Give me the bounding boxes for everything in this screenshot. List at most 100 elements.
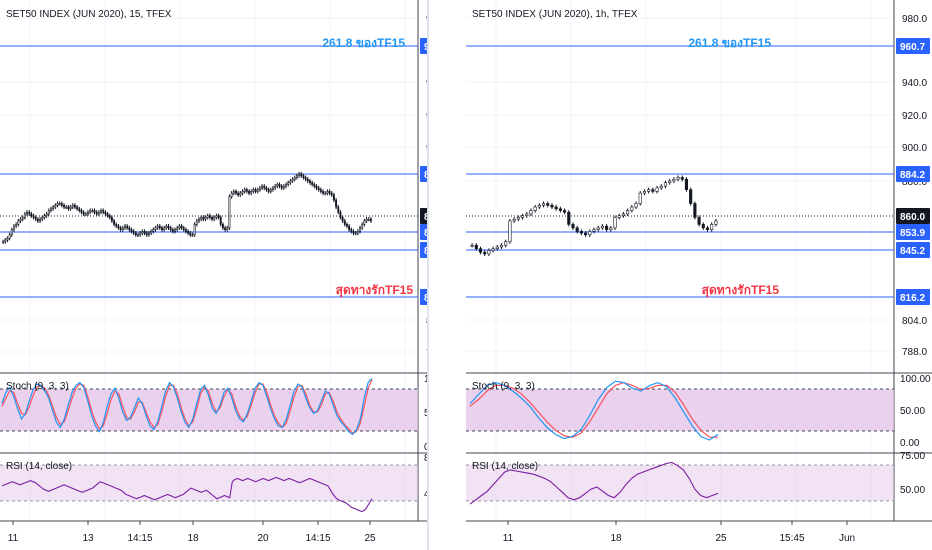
candle-body	[352, 231, 355, 234]
candle-body	[250, 191, 253, 194]
price-axis-label: 804.0	[426, 316, 427, 327]
candle-body	[676, 177, 680, 180]
candle-body	[4, 239, 7, 243]
candle-body	[487, 250, 491, 255]
stoch-k-line	[469, 380, 719, 441]
candle-body	[315, 185, 318, 189]
candle-body	[319, 189, 322, 192]
candle-body	[491, 248, 495, 251]
candle-body	[187, 231, 190, 234]
candle-body	[356, 231, 359, 234]
level-tag-label: 845.2	[424, 246, 427, 257]
candle-body	[145, 232, 148, 236]
stoch-scale-label: 0.00	[900, 438, 920, 449]
candle-body	[158, 225, 161, 229]
last-price-tag	[896, 208, 930, 224]
candle-body	[113, 220, 116, 225]
candle-body	[693, 203, 697, 218]
fib-note-label: 261.8 ของTF15	[322, 36, 405, 50]
fib-note-label: 261.8 ของTF15	[688, 36, 771, 50]
panel-divider[interactable]	[427, 0, 429, 550]
candle-body	[19, 218, 22, 222]
candle-body	[8, 234, 11, 239]
chart-svg-15m[interactable]: 980.0 940.0 920.0 900.0 804.0 786.5 960.7 884.2…	[0, 0, 427, 550]
candle-body	[495, 246, 499, 250]
candle-body	[191, 234, 194, 237]
stoch-scale-label: 100.00	[424, 374, 427, 385]
candle-body	[369, 218, 372, 222]
candle-body	[178, 225, 181, 229]
chart-panel-15m[interactable]: 980.0 940.0 920.0 900.0 804.0 786.5 960.7 884.2…	[0, 0, 427, 550]
candle-body	[520, 215, 525, 218]
candle-body	[174, 229, 176, 232]
candle-body	[584, 232, 588, 236]
stoch-scale-label: 100.00	[900, 374, 931, 385]
level-tag	[896, 166, 930, 182]
candle-body	[26, 211, 28, 215]
candle-body	[137, 234, 139, 237]
candle-body	[43, 215, 46, 218]
time-axis-label: 20	[257, 533, 269, 544]
candle-body	[221, 224, 224, 229]
candle-body	[84, 213, 87, 216]
candle-body	[91, 210, 94, 212]
candle-body	[17, 220, 20, 225]
candle-body	[282, 185, 285, 189]
candle-body	[596, 227, 600, 230]
price-axis-label: 920.0	[426, 111, 427, 122]
level-tag	[420, 224, 427, 240]
level-tag	[420, 166, 427, 182]
candle-body	[335, 199, 338, 208]
candle-body	[295, 175, 298, 178]
stoch-d-line	[469, 381, 718, 438]
candle-body	[655, 187, 659, 192]
candle-body	[204, 217, 207, 220]
candle-body	[298, 173, 301, 177]
level-tag	[896, 38, 930, 54]
candle-body	[110, 217, 113, 222]
stoch-scale-label: 0.00	[424, 442, 427, 453]
candle-body	[235, 191, 237, 194]
candle-body	[592, 229, 596, 232]
candle-body	[152, 229, 155, 232]
candle-body	[621, 213, 625, 217]
chart-svg-1h[interactable]: 980.0 940.0 920.0 900.0 880.0 804.0 788.0 960.7…	[466, 0, 932, 550]
candle-body	[28, 211, 31, 215]
price-axis-label: 980.0	[902, 14, 927, 25]
rsi-band	[0, 465, 418, 501]
level-tag-label: 860.0	[424, 212, 427, 223]
time-axis-label: 18	[187, 533, 199, 544]
candle-body	[605, 225, 609, 230]
level-tag-label: 884.2	[424, 170, 427, 181]
candle-body	[571, 224, 575, 229]
candle-body	[537, 204, 541, 208]
candle-body	[208, 215, 211, 218]
candle-body	[171, 229, 174, 232]
candle-body	[147, 232, 150, 236]
candle-body	[546, 203, 550, 206]
candle-body	[337, 206, 340, 213]
candle-body	[252, 189, 255, 192]
candle-body	[276, 184, 279, 187]
candle-body	[516, 217, 520, 220]
candle-body	[322, 191, 324, 194]
candle-body	[697, 217, 701, 225]
candle-body	[69, 206, 72, 210]
candle-body	[302, 175, 305, 178]
candle-body	[108, 215, 111, 218]
candle-body	[256, 189, 259, 192]
level-tag	[896, 242, 930, 258]
candle-body	[363, 220, 366, 225]
candle-body	[714, 220, 718, 225]
candle-body	[258, 187, 261, 190]
candle-body	[65, 206, 68, 209]
price-axis-label: 804.0	[902, 316, 927, 327]
candle-body	[512, 218, 516, 222]
candle-body	[554, 206, 558, 210]
candle-body	[313, 184, 316, 187]
rsi-label: RSI (14, close)	[472, 461, 538, 472]
last-price-tag	[420, 208, 427, 224]
level-tag	[420, 289, 427, 305]
level-tag	[896, 224, 930, 240]
chart-panel-1h[interactable]: 980.0 940.0 920.0 900.0 880.0 804.0 788.0 960.7…	[466, 0, 932, 550]
